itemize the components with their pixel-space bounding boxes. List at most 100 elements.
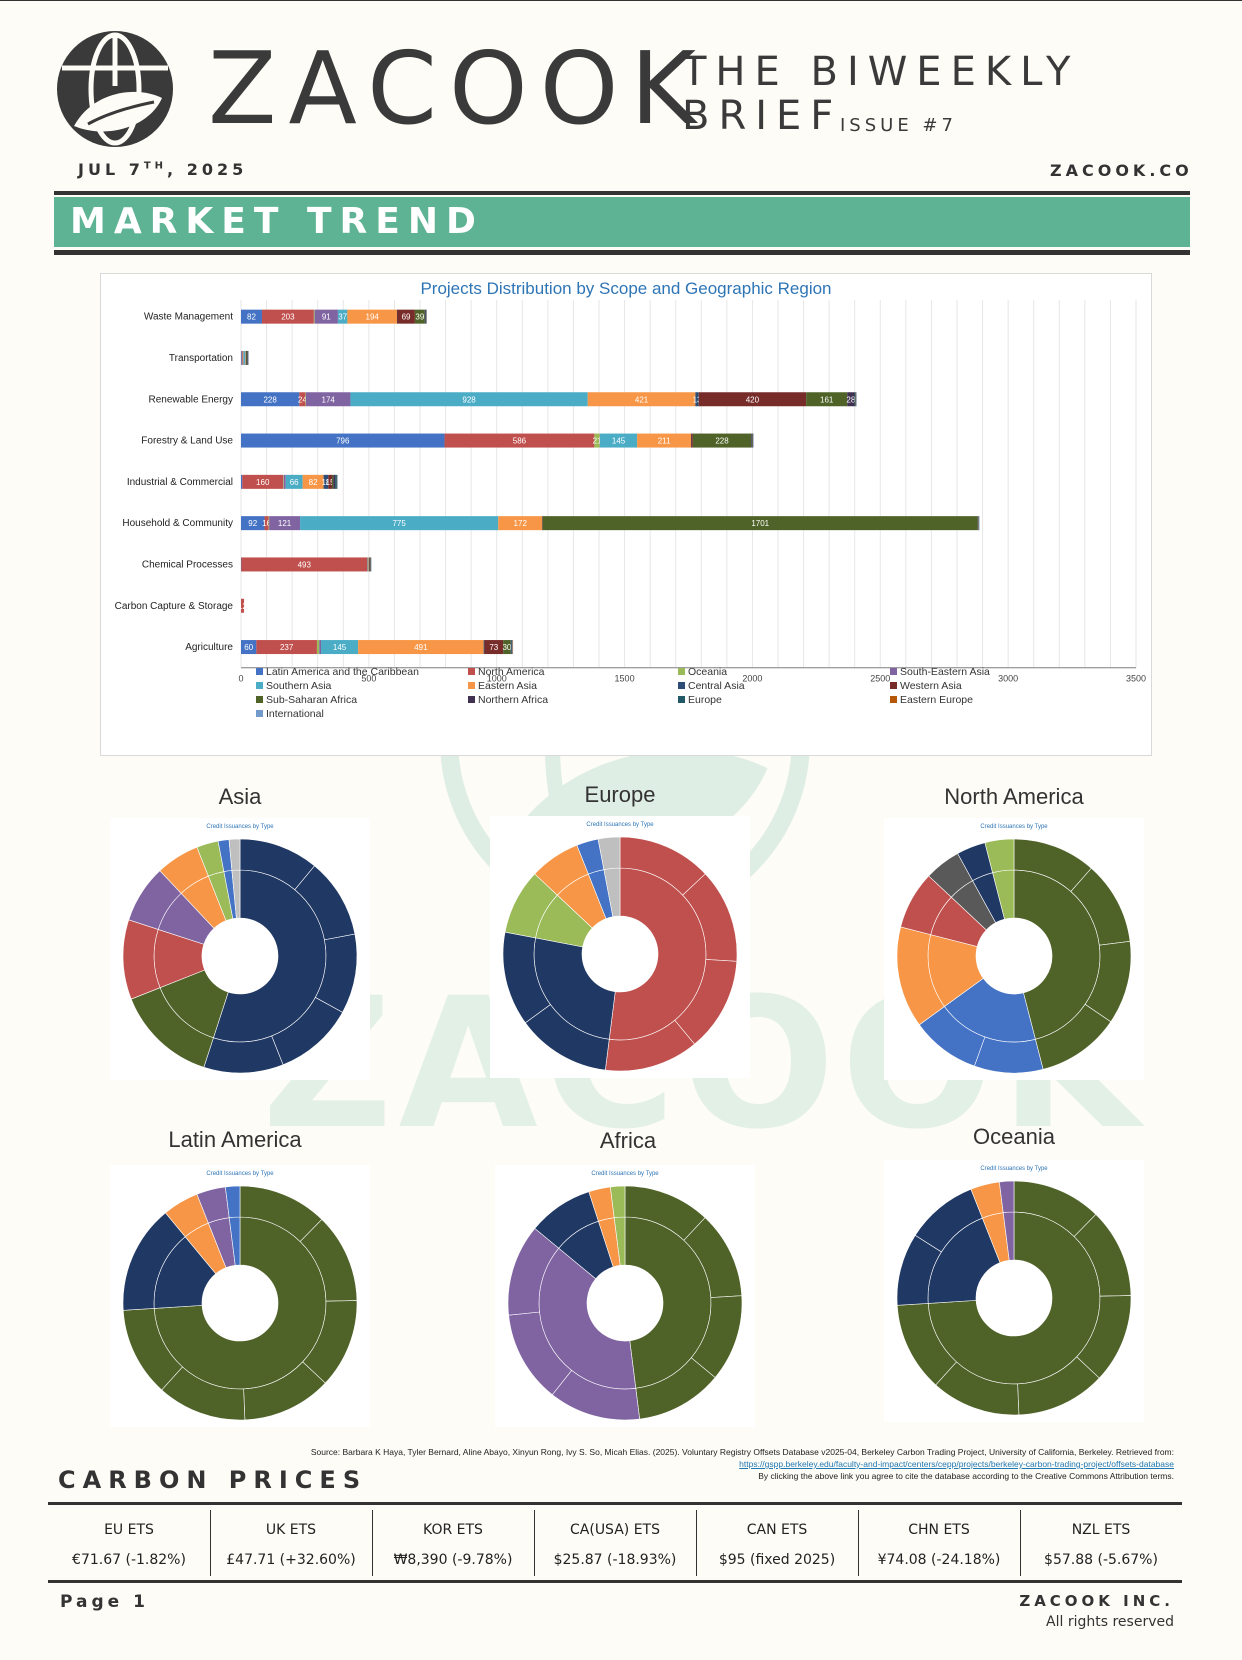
bar-value-label: 160 bbox=[256, 478, 270, 487]
bar-segment bbox=[978, 516, 980, 531]
price-market-name: NZL ETS bbox=[1071, 1522, 1131, 1538]
bar-value-label: 174 bbox=[322, 395, 336, 404]
bar-segment bbox=[241, 309, 262, 324]
bar-value-label: 775 bbox=[392, 519, 406, 528]
price-market-name: CA(USA) ETS bbox=[570, 1522, 660, 1538]
legend-label: South-Eastern Asia bbox=[900, 666, 990, 678]
bar-segment bbox=[300, 516, 499, 531]
category-label: Transportation bbox=[169, 353, 233, 364]
source-link[interactable]: https://gspp.berkeley.edu/faculty-and-im… bbox=[739, 1459, 1174, 1469]
bar-value-label: 69 bbox=[402, 313, 411, 322]
category-label: Industrial & Commercial bbox=[127, 477, 233, 488]
bar-segment bbox=[370, 557, 372, 572]
bar-segment bbox=[347, 309, 397, 324]
bar-value-label: 493 bbox=[298, 560, 312, 569]
carbon-prices-table: EU ETS €71.67 (-1.82%) UK ETS £47.71 (+32.6… bbox=[48, 1506, 1182, 1580]
bar-segment bbox=[695, 392, 699, 407]
bar-value-label: 172 bbox=[514, 519, 528, 528]
bar-segment bbox=[978, 516, 979, 531]
price-cell: CAN ETS $95 (fixed 2025) bbox=[696, 1506, 858, 1580]
bar-value-label: 91 bbox=[322, 313, 331, 322]
region-title-oceania: Oceania bbox=[973, 1124, 1055, 1149]
bar-segment bbox=[243, 350, 244, 365]
sunburst-outer-slice bbox=[999, 1180, 1015, 1214]
bar-value-label: 121 bbox=[278, 519, 292, 528]
bar-segment bbox=[367, 557, 368, 572]
bar-segment bbox=[510, 640, 512, 655]
bar-value-label: 796 bbox=[336, 437, 350, 446]
bar-segment bbox=[691, 433, 692, 448]
bar-segment bbox=[426, 309, 427, 324]
x-tick-label: 3000 bbox=[998, 674, 1018, 684]
chart-title: Projects Distribution by Scope and Geogr… bbox=[420, 279, 831, 298]
bar-value-label: 18 bbox=[321, 478, 330, 487]
price-value: $25.87 (-18.93%) bbox=[553, 1552, 677, 1568]
bar-segment bbox=[285, 474, 303, 489]
bar-value-label: 21 bbox=[593, 437, 602, 446]
bar-value-label: 82 bbox=[247, 313, 256, 322]
site-link[interactable]: ZACOOK.CO bbox=[1050, 161, 1193, 180]
page-number: Page 1 bbox=[60, 1592, 149, 1612]
price-separator bbox=[696, 1510, 697, 1576]
bar-chart-svg: Projects Distribution by Scope and Geogr… bbox=[115, 279, 1146, 720]
bar-segment bbox=[542, 516, 543, 531]
sunburst-hole bbox=[582, 916, 658, 992]
bar-segment bbox=[316, 640, 320, 655]
price-market-name: UK ETS bbox=[265, 1522, 317, 1538]
legend-swatch bbox=[256, 682, 263, 689]
bar-segment bbox=[323, 474, 329, 489]
category-label: Waste Management bbox=[144, 312, 233, 323]
bar-segment bbox=[542, 516, 543, 531]
legend-label: Eastern Asia bbox=[478, 680, 537, 692]
bar-segment bbox=[806, 392, 848, 407]
legend-swatch bbox=[678, 668, 685, 675]
bar-segment bbox=[698, 392, 807, 407]
bar-segment bbox=[368, 557, 369, 572]
bar-segment bbox=[335, 474, 337, 489]
bar-value-label: 82 bbox=[309, 478, 318, 487]
bar-value-label: 420 bbox=[746, 395, 760, 404]
region-title-latin-america: Latin America bbox=[168, 1127, 302, 1152]
bar-segment bbox=[426, 309, 427, 324]
price-market-name: CHN ETS bbox=[908, 1522, 970, 1538]
bar-segment bbox=[242, 474, 284, 489]
price-market-name: KOR ETS bbox=[423, 1522, 483, 1538]
bar-segment bbox=[511, 640, 513, 655]
bar-segment bbox=[752, 433, 754, 448]
bar-value-label: 15 bbox=[326, 478, 335, 487]
bar-segment bbox=[368, 557, 370, 572]
sunburst-hole bbox=[202, 1265, 278, 1341]
bar-segment bbox=[587, 392, 696, 407]
legend-label: North America bbox=[478, 666, 545, 678]
bar-value-label: 12 bbox=[238, 602, 247, 611]
source-citation: Source: Barbara K Haya, Tyler Bernard, A… bbox=[200, 1446, 1174, 1482]
price-cell: UK ETS £47.71 (+32.60%) bbox=[210, 1506, 372, 1580]
bar-segment bbox=[247, 350, 249, 365]
bar-segment bbox=[241, 557, 242, 572]
bar-value-label: 491 bbox=[414, 643, 428, 652]
sunburst-europe: Credit Issuances by Type bbox=[490, 816, 750, 1078]
bar-segment bbox=[396, 309, 398, 324]
date-year: , 2025 bbox=[167, 160, 248, 179]
bar-value-label: 228 bbox=[715, 437, 729, 446]
legend-label: Eastern Europe bbox=[900, 694, 973, 706]
price-market-name: EU ETS bbox=[104, 1522, 154, 1538]
globe-leaf-logo bbox=[54, 28, 176, 150]
brief-title-line2: BRIEF bbox=[682, 93, 843, 139]
market-trend-banner: MARKET TREND bbox=[54, 197, 1190, 247]
bar-segment bbox=[498, 516, 543, 531]
bar-segment bbox=[247, 350, 248, 365]
sunburst-hole bbox=[976, 1260, 1052, 1336]
bar-segment bbox=[264, 516, 269, 531]
x-tick-label: 1500 bbox=[615, 674, 635, 684]
category-label: Chemical Processes bbox=[142, 559, 233, 570]
brief-title-line1: THE BIWEEKLY bbox=[682, 49, 1080, 95]
sunburst-subtitle: Credit Issuances by Type bbox=[206, 824, 274, 830]
issue-date: JUL 7TH, 2025 bbox=[78, 160, 247, 179]
legend-swatch bbox=[256, 696, 263, 703]
x-tick-label: 0 bbox=[238, 674, 243, 684]
bar-segment bbox=[241, 350, 242, 365]
bar-value-label: 66 bbox=[290, 478, 299, 487]
region-title-africa: Africa bbox=[599, 1128, 657, 1153]
bar-value-label: 1701 bbox=[751, 519, 769, 528]
